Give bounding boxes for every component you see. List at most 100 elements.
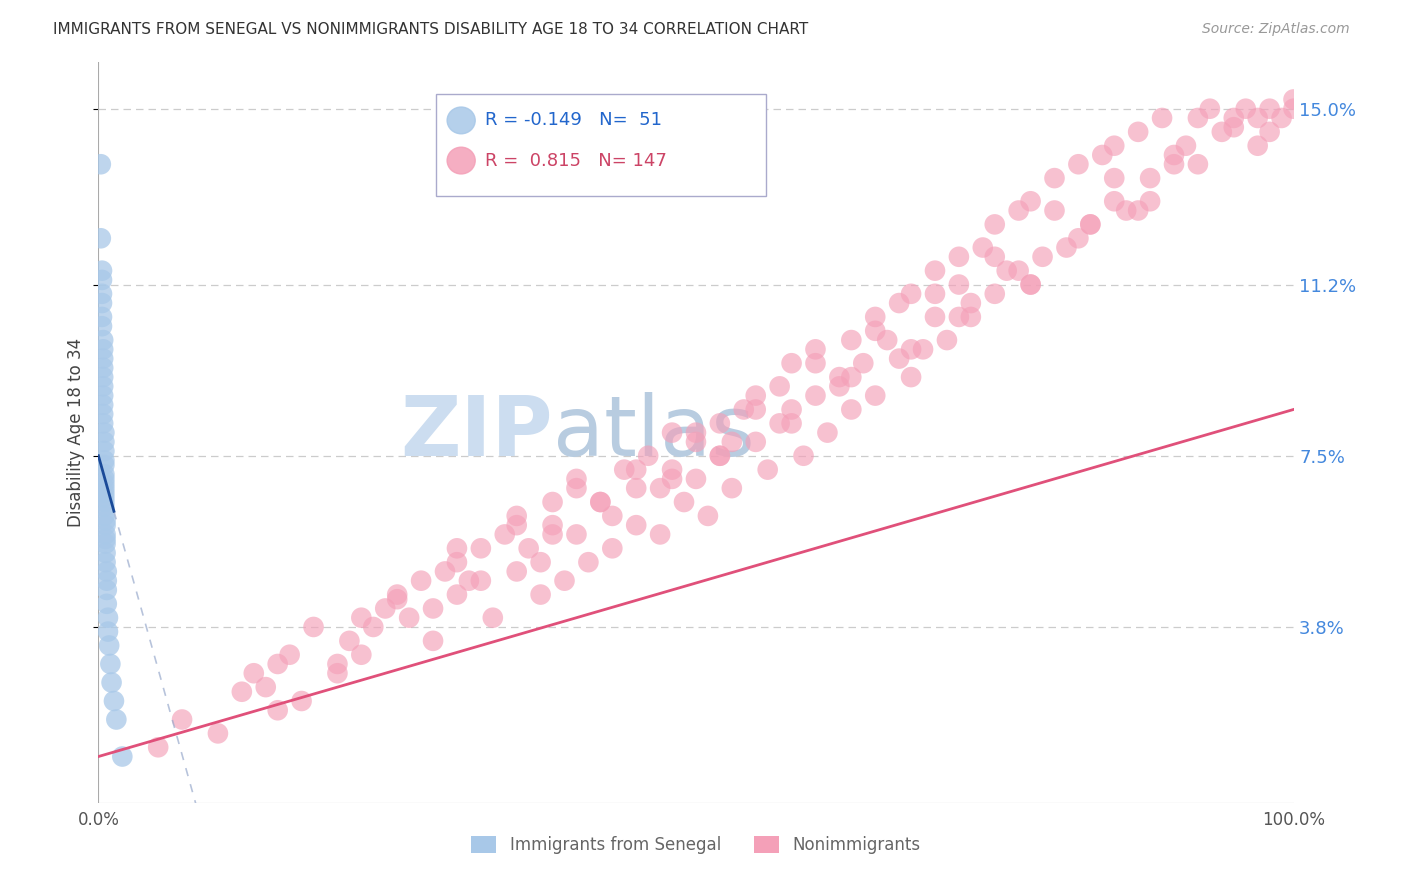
Point [93, 453, 115, 467]
Point [565, 472, 588, 486]
Point [93, 476, 115, 491]
Point [93, 500, 115, 514]
Point [1139, 194, 1161, 209]
Point [94, 514, 117, 528]
Point [91, 310, 114, 324]
Point [97, 610, 120, 624]
Point [780, 402, 803, 417]
Point [94, 536, 117, 550]
Point [91, 379, 114, 393]
Point [93, 425, 115, 440]
Point [613, 462, 636, 476]
Point [93, 444, 115, 458]
Point [94, 546, 117, 560]
Point [91, 263, 114, 277]
Point [984, 218, 1007, 232]
Point [96, 597, 118, 611]
Point [661, 472, 683, 486]
Point [93, 485, 115, 500]
Point [733, 402, 755, 417]
Point [541, 518, 564, 533]
Point [267, 657, 290, 671]
Point [398, 610, 420, 624]
Point [326, 666, 349, 681]
Text: atlas: atlas [553, 392, 754, 473]
Point [865, 310, 887, 324]
Point [91, 389, 114, 403]
Point [105, 713, 128, 727]
Point [936, 333, 959, 347]
Point [91, 273, 114, 287]
Point [780, 417, 803, 431]
Point [1008, 263, 1031, 277]
Point [91, 351, 114, 366]
Point [1104, 171, 1126, 186]
Point [100, 675, 122, 690]
Point [98, 639, 121, 653]
Point [865, 324, 887, 338]
Point [852, 356, 875, 370]
Point [889, 351, 911, 366]
Point [1282, 102, 1305, 116]
Point [97, 624, 120, 639]
Point [661, 462, 683, 476]
Point [91, 407, 114, 421]
Point [94, 527, 117, 541]
Point [96, 582, 118, 597]
Point [458, 574, 481, 588]
Point [793, 449, 815, 463]
Point [148, 740, 170, 755]
Point [709, 417, 731, 431]
Point [517, 541, 540, 556]
Point [685, 425, 707, 440]
Point [243, 666, 266, 681]
Point [637, 449, 659, 463]
Point [1223, 120, 1246, 135]
Point [1104, 138, 1126, 153]
Point [876, 333, 898, 347]
Point [363, 620, 385, 634]
Point [1258, 125, 1281, 139]
Point [541, 495, 564, 509]
Point [91, 360, 114, 375]
Point [1104, 194, 1126, 209]
Point [91, 296, 114, 310]
Point [1128, 203, 1150, 218]
Text: IMMIGRANTS FROM SENEGAL VS NONIMMIGRANTS DISABILITY AGE 18 TO 34 CORRELATION CHA: IMMIGRANTS FROM SENEGAL VS NONIMMIGRANTS… [53, 22, 808, 37]
Point [924, 310, 946, 324]
Point [626, 481, 648, 495]
Point [661, 425, 683, 440]
Point [745, 389, 768, 403]
Point [1080, 218, 1102, 232]
Point [697, 508, 720, 523]
Point [267, 703, 290, 717]
Point [506, 565, 529, 579]
Point [93, 458, 115, 472]
Point [91, 319, 114, 334]
Y-axis label: Disability Age 18 to 34: Disability Age 18 to 34 [67, 338, 86, 527]
Point [1175, 138, 1198, 153]
Point [1247, 111, 1270, 125]
Point [1019, 277, 1042, 292]
Point [1258, 102, 1281, 116]
Point [841, 402, 863, 417]
Point [1043, 171, 1066, 186]
Point [1091, 148, 1114, 162]
Point [1199, 102, 1222, 116]
Point [1282, 92, 1305, 106]
Point [948, 310, 970, 324]
Point [91, 333, 114, 347]
Point [911, 343, 934, 357]
Point [780, 356, 803, 370]
Point [93, 467, 115, 482]
Point [1152, 111, 1174, 125]
Point [446, 555, 468, 569]
Point [91, 343, 114, 357]
Point [960, 296, 983, 310]
Point [900, 286, 922, 301]
Point [648, 481, 672, 495]
Point [565, 481, 588, 495]
Text: Source: ZipAtlas.com: Source: ZipAtlas.com [1202, 22, 1350, 37]
Point [91, 398, 114, 412]
Point [984, 250, 1007, 264]
